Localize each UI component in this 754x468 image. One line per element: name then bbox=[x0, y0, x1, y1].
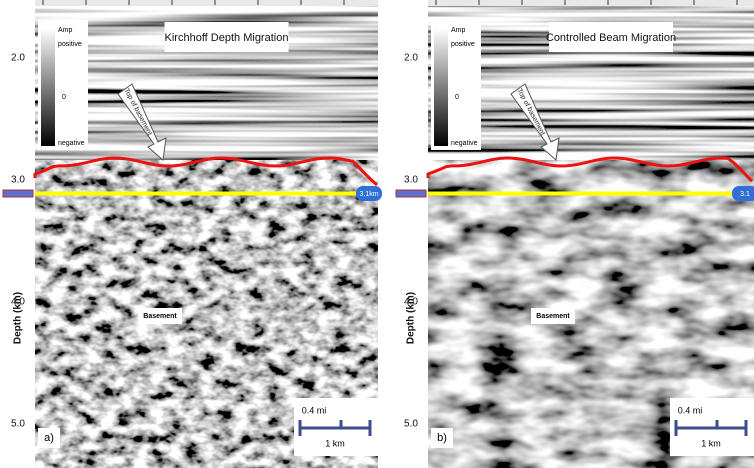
scale-top: 0.4 mi bbox=[302, 405, 327, 415]
legend-low: negative bbox=[58, 140, 85, 147]
scale-bar bbox=[298, 420, 372, 436]
y-tick-label: 5.0 bbox=[11, 419, 25, 430]
depth-marker bbox=[732, 186, 754, 201]
annotation-arrow bbox=[117, 83, 167, 161]
annotation-arrow bbox=[510, 83, 560, 161]
y-tick-label: 3.0 bbox=[404, 175, 418, 186]
title-box bbox=[549, 22, 673, 52]
top-ruler bbox=[35, 0, 378, 6]
region-label-box bbox=[531, 308, 575, 324]
scale-bottom: 1 km bbox=[701, 438, 721, 448]
panel-title: Controlled Beam Migration bbox=[546, 32, 676, 44]
region-label: Basement bbox=[536, 313, 570, 320]
depth-marker-label: 3.1 bbox=[740, 191, 750, 198]
depth-marker-label: 3.1km bbox=[359, 191, 378, 198]
legend-title: Amp bbox=[58, 27, 73, 34]
legend-low: negative bbox=[451, 140, 478, 147]
title-box bbox=[164, 22, 289, 52]
legend-mid: 0 bbox=[62, 94, 66, 101]
y-tick-label: 4.0 bbox=[11, 297, 25, 308]
well-marker-left bbox=[395, 189, 427, 198]
scale-bottom: 1 km bbox=[325, 438, 345, 448]
top-ruler bbox=[428, 0, 754, 6]
legend-gradient bbox=[41, 28, 55, 146]
y-axis-label: Depth (km) bbox=[406, 292, 417, 344]
y-axis-label: Depth (km) bbox=[13, 292, 24, 344]
legend-gradient bbox=[434, 28, 448, 146]
scale-top: 0.4 mi bbox=[678, 405, 703, 415]
legend-title: Amp bbox=[451, 27, 466, 34]
legend-mid: 0 bbox=[455, 94, 459, 101]
panel: 3.1 Controlled Beam Migration Amp positive 0… bbox=[393, 0, 754, 468]
panel-label-box bbox=[38, 428, 60, 448]
basement-horizon bbox=[426, 156, 754, 183]
y-tick-label: 5.0 bbox=[404, 419, 418, 430]
panel-label: b) bbox=[437, 432, 447, 444]
basement-horizon bbox=[33, 156, 379, 187]
y-tick-label: 4.0 bbox=[404, 297, 418, 308]
region-label: Basement bbox=[143, 313, 177, 320]
y-tick-label: 3.0 bbox=[11, 175, 25, 186]
panel-label-box bbox=[431, 428, 453, 448]
y-tick-label: 2.0 bbox=[404, 53, 418, 64]
panel-label: a) bbox=[44, 432, 54, 444]
well-marker-left bbox=[2, 189, 34, 198]
region-label-box bbox=[138, 308, 182, 324]
y-tick-label: 2.0 bbox=[11, 53, 25, 64]
legend-high: positive bbox=[451, 41, 475, 48]
scale-bar bbox=[674, 420, 748, 436]
depth-marker bbox=[356, 186, 382, 201]
panel: 3.1km Kirchhoff Depth Migration Amp positiv… bbox=[2, 0, 382, 468]
panel-title: Kirchhoff Depth Migration bbox=[165, 32, 289, 44]
legend-high: positive bbox=[58, 41, 82, 48]
